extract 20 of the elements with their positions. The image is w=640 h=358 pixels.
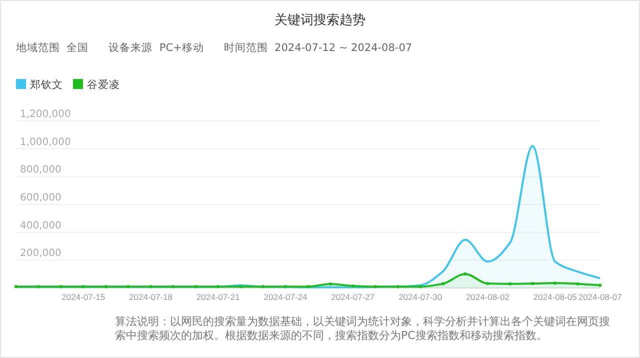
- x-tick-label: 2024-07-30: [398, 292, 442, 302]
- x-tick-label: 2024-07-18: [129, 292, 173, 302]
- y-tick-label: 800,000: [20, 164, 62, 176]
- y-tick-label: 1,200,000: [20, 109, 71, 120]
- x-tick-label: 2024-08-05: [533, 292, 578, 302]
- x-tick-label: 2024-07-27: [331, 292, 375, 302]
- x-tick-label: 2024-07-24: [264, 292, 308, 302]
- y-tick-label: 400,000: [20, 220, 62, 232]
- x-tick-label: 2024-08-02: [466, 292, 510, 302]
- text: 算法说明：以网民的搜索量为数据基础，以关键词为统计对象，科学分析并计算出各个关键词在网页搜索中搜索频次的加权。根据数据来源的不同，搜索指数分为PC搜索指数和移动搜索指数。: [115, 315, 611, 343]
- chart-subtitle: 地域范围 全国 设备来源 PC+移动 时间范围 2024-07-12 ~ 2024-08-07: [15, 41, 412, 54]
- y-tick-label: 200,000: [20, 248, 62, 260]
- y-tick-label: 600,000: [20, 192, 62, 204]
- x-tick-label: 2024-07-15: [62, 292, 106, 302]
- chart-title: 关键词搜索趋势: [274, 13, 366, 28]
- x-tick-label: 2024-08-07: [578, 292, 622, 302]
- x-tick-label: 2024-07-21: [196, 292, 240, 302]
- legend-label: 郑钦文: [30, 78, 63, 91]
- legend-label: 谷爱凌: [87, 78, 120, 91]
- y-tick-label: 1,000,000: [20, 136, 71, 148]
